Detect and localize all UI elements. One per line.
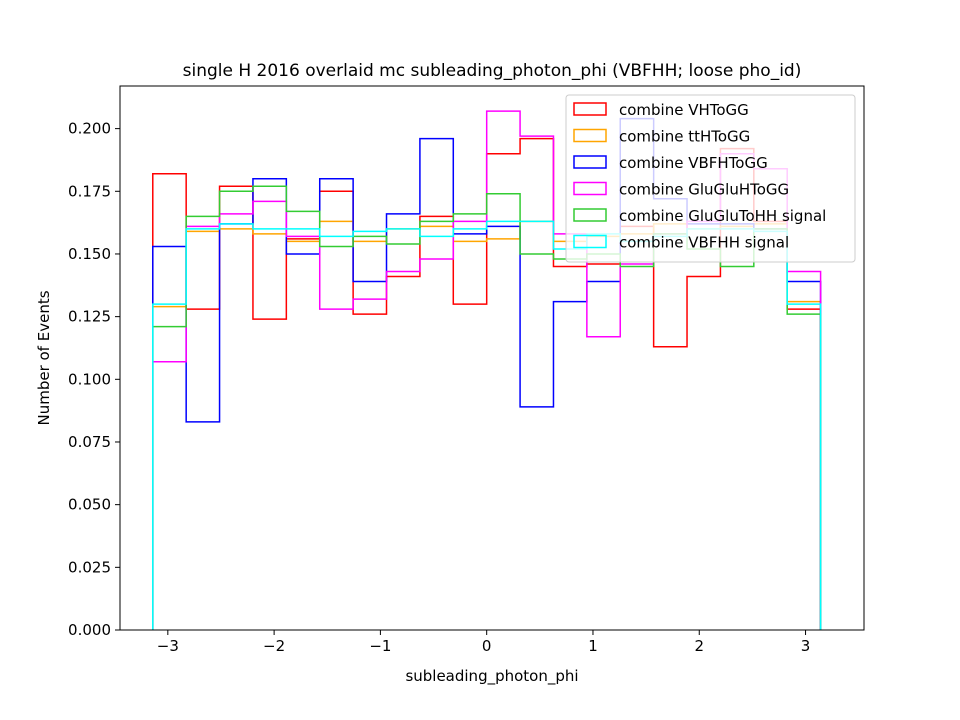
legend-label: combine GluGluToHH signal xyxy=(619,207,826,225)
x-tick-label: 0 xyxy=(482,637,492,655)
x-axis-label: subleading_photon_phi xyxy=(405,667,578,686)
y-tick-label: 0.000 xyxy=(68,621,111,639)
legend-swatch xyxy=(573,234,607,249)
x-tick-label: −1 xyxy=(369,637,391,655)
x-tick-label: −2 xyxy=(263,637,285,655)
y-tick-label: 0.050 xyxy=(68,496,111,514)
y-tick-label: 0.100 xyxy=(68,370,111,388)
x-tick-label: 1 xyxy=(588,637,598,655)
legend-swatch xyxy=(573,128,607,143)
y-tick-label: 0.075 xyxy=(68,433,111,451)
legend-label: combine VBFHToGG xyxy=(619,154,768,172)
y-tick-label: 0.150 xyxy=(68,245,111,263)
legend-label: combine GluGluHToGG xyxy=(619,181,789,199)
legend-swatch xyxy=(573,181,607,196)
y-tick-label: 0.200 xyxy=(68,120,111,138)
y-axis: 0.000 0.025 0.050 0.075 0.100 0.125 0.150 0.175… xyxy=(68,120,120,639)
legend-box xyxy=(565,94,856,263)
plot-frame xyxy=(119,85,865,631)
legend-label: combine VHToGG xyxy=(619,101,749,119)
y-tick-label: 0.025 xyxy=(68,558,111,576)
x-tick-label: −3 xyxy=(157,637,179,655)
legend: combine VHToGG combine ttHToGG combine VBF… xyxy=(565,94,856,263)
legend-label: combine VBFHH signal xyxy=(619,234,789,252)
chart-title: single H 2016 overlaid mc subleading_pho… xyxy=(183,61,802,81)
legend-swatch xyxy=(573,155,607,169)
legend-label: combine ttHToGG xyxy=(619,128,750,146)
x-axis: −3 −2 −1 0 1 2 3 xyxy=(157,630,811,655)
x-tick-label: 3 xyxy=(801,637,811,655)
x-tick-label: 2 xyxy=(694,637,704,655)
y-axis-label: Number of Events xyxy=(35,290,53,425)
y-tick-label: 0.175 xyxy=(68,182,111,200)
legend-swatch xyxy=(573,208,607,222)
y-tick-label: 0.125 xyxy=(68,308,111,326)
legend-swatch xyxy=(573,102,607,116)
